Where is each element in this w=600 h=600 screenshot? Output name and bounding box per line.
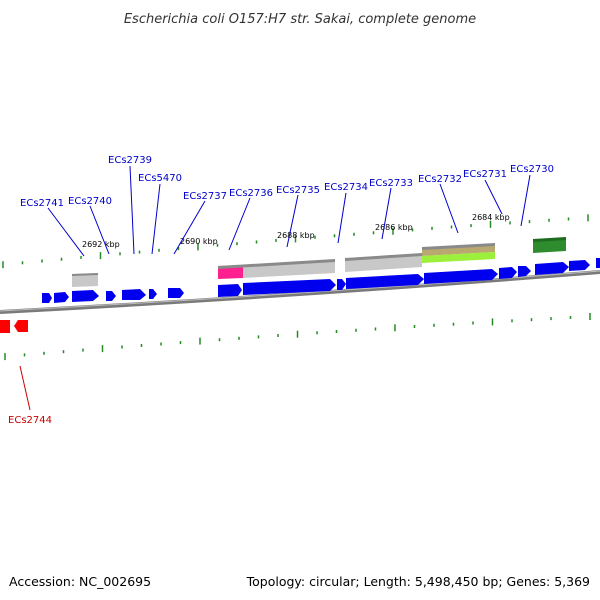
- gene-arrow-reverse[interactable]: [0, 320, 10, 333]
- gene-label-ecs2733[interactable]: ECs2733: [369, 178, 413, 189]
- gene-arrow[interactable]: [54, 292, 69, 303]
- gene-label-ecs2734[interactable]: ECs2734: [324, 182, 368, 193]
- gene-arrow[interactable]: [168, 288, 184, 298]
- gene-label-ecs2739[interactable]: ECs2739: [108, 155, 152, 166]
- forward-gene-track: [42, 258, 600, 303]
- gene-arrow[interactable]: [346, 274, 424, 289]
- feature-green-top: [533, 237, 566, 242]
- kbp-label-2688: 2688 kbp: [277, 231, 315, 240]
- gene-arrow[interactable]: [424, 269, 498, 284]
- feature-lime: [422, 252, 495, 263]
- feature-track: [72, 237, 566, 287]
- gene-labels: ECs2741 ECs2740 ECs2739 ECs5470 ECs2737 …: [8, 155, 554, 426]
- gene-arrow[interactable]: [122, 289, 146, 300]
- outer-tick-track: [2, 214, 589, 269]
- kbp-label-2684: 2684 kbp: [472, 213, 510, 222]
- kbp-label-2686: 2686 kbp: [375, 223, 413, 232]
- gene-label-ecs2740[interactable]: ECs2740: [68, 196, 112, 207]
- map-title: Escherichia coli O157:H7 str. Sakai, com…: [124, 12, 476, 27]
- feature-grey-2-top: [218, 259, 335, 269]
- genome-backbone-highlight: [0, 270, 600, 312]
- gene-label-ecs2737[interactable]: ECs2737: [183, 191, 227, 202]
- gene-label-ecs2732[interactable]: ECs2732: [418, 174, 462, 185]
- feature-grey-1-top: [72, 273, 98, 276]
- genome-backbone: [0, 270, 600, 314]
- gene-label-ecs2731[interactable]: ECs2731: [463, 169, 507, 180]
- feature-grey-1: [72, 273, 98, 287]
- gene-arrow[interactable]: [337, 279, 346, 290]
- kbp-label-2692: 2692 kbp: [82, 240, 120, 249]
- gene-label-ecs2741[interactable]: ECs2741: [20, 198, 64, 209]
- inner-tick-track: [4, 313, 591, 361]
- reverse-gene-track: [0, 320, 28, 333]
- genome-summary: Topology: circular; Length: 5,498,450 bp…: [246, 574, 590, 589]
- gene-arrow[interactable]: [518, 266, 531, 277]
- accession-label: Accession: NC_002695: [9, 574, 151, 589]
- gene-arrow[interactable]: [72, 290, 99, 302]
- gene-arrow-reverse[interactable]: [14, 320, 28, 332]
- feature-grey-3-top: [345, 253, 422, 261]
- gene-arrow[interactable]: [42, 293, 52, 303]
- gene-label-ecs2735[interactable]: ECs2735: [276, 185, 320, 196]
- feature-green: [533, 238, 566, 253]
- gene-arrow[interactable]: [149, 289, 157, 299]
- gene-label-ecs2744[interactable]: ECs2744: [8, 415, 52, 426]
- gene-arrow[interactable]: [535, 262, 569, 275]
- gene-arrow[interactable]: [243, 279, 336, 295]
- gene-arrow[interactable]: [218, 284, 242, 297]
- gene-label-ecs5470[interactable]: ECs5470: [138, 173, 182, 184]
- gene-label-ecs2730[interactable]: ECs2730: [510, 164, 554, 175]
- gene-label-ecs2736[interactable]: ECs2736: [229, 188, 273, 199]
- label-leader-lines: [19, 165, 531, 411]
- gene-arrow[interactable]: [499, 267, 517, 279]
- kbp-label-2690: 2690 kbp: [180, 237, 218, 246]
- gene-arrow[interactable]: [569, 260, 590, 271]
- gene-arrow[interactable]: [106, 291, 116, 301]
- gene-arrow[interactable]: [596, 258, 600, 268]
- feature-olive-top: [422, 243, 495, 250]
